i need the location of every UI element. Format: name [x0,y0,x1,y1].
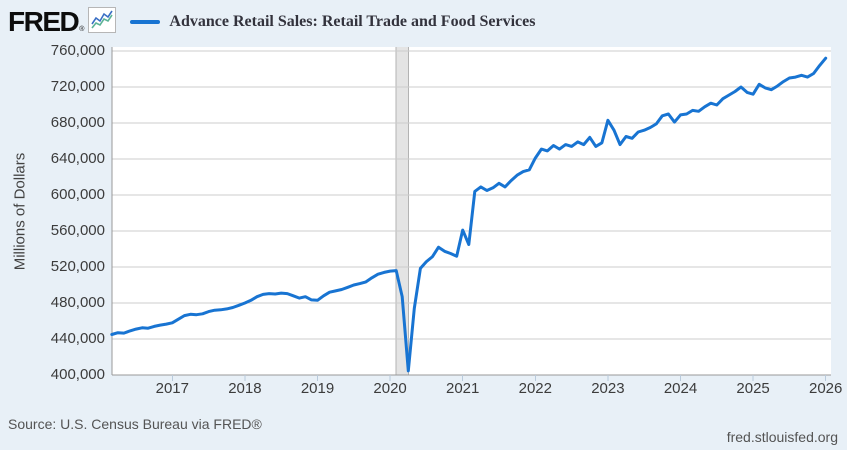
x-axis-tick-label: 2026 [809,380,843,397]
y-axis-tick-label: 560,000 [50,222,105,239]
x-axis-tick-label: 2024 [663,380,698,397]
x-axis-tick-label: 2025 [736,380,770,397]
legend: Advance Retail Sales: Retail Trade and F… [130,13,535,31]
y-axis-tick-label: 680,000 [50,114,105,131]
legend-series-label: Advance Retail Sales: Retail Trade and F… [169,13,536,30]
fred-site-link[interactable]: fred.stlouisfed.org [726,429,838,445]
y-axis-tick-label: 600,000 [50,186,105,203]
y-axis-tick-label: 760,000 [50,42,105,59]
fred-logo-text: FRED [8,6,80,37]
data-line-series[interactable] [110,56,828,373]
y-axis-tick-label: 720,000 [50,78,105,95]
registered-trademark-symbol: ® [79,26,85,33]
y-axis-tick-label: 640,000 [50,150,105,167]
x-axis-tick-label: 2018 [228,380,262,397]
x-axis-tick-label: 2022 [518,380,552,397]
y-axis-tick-label: 400,000 [50,366,105,383]
x-axis-tick-label: 2020 [373,380,407,397]
chart-header: FRED ® Advance Retail Sales: Retail Trad… [8,4,535,40]
source-attribution: Source: U.S. Census Bureau via FRED® [8,416,262,432]
fred-logo-chart-icon [88,7,117,33]
y-axis-tick-label: 520,000 [50,258,105,275]
legend-line-swatch [130,20,161,24]
x-axis-tick-label: 2021 [446,380,480,397]
y-axis-tick-label: 440,000 [50,330,105,347]
x-axis-tick-label: 2023 [591,380,625,397]
x-axis-tick-label: 2019 [300,380,335,397]
fred-logo[interactable]: FRED ® [8,6,117,37]
x-axis-tick-label: 2017 [155,380,189,397]
recession-band [396,47,409,375]
y-axis-tick-label: 480,000 [50,294,105,311]
